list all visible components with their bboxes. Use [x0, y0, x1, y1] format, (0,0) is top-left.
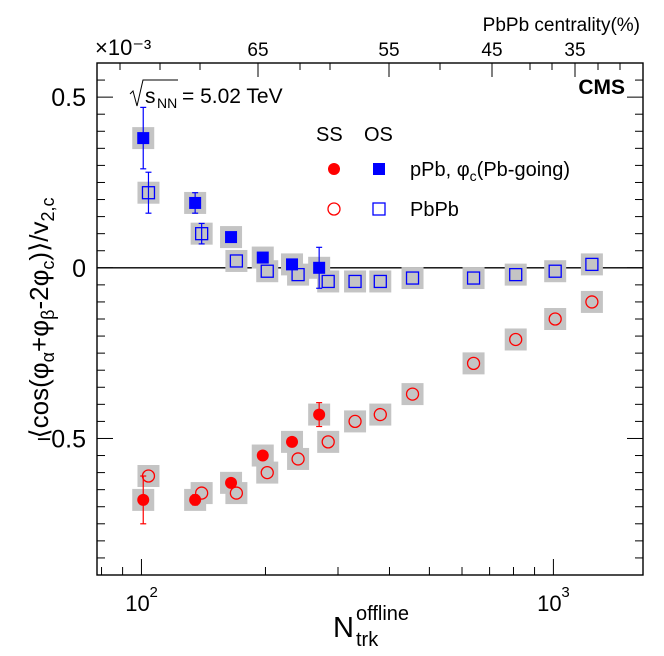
- systematic-box: [344, 410, 367, 433]
- systematic-box: [369, 403, 392, 426]
- energy-value: = 5.02 TeV: [182, 85, 283, 108]
- top-tick-label: 45: [481, 40, 502, 61]
- x-axis-title-main: N: [333, 612, 354, 644]
- data-point: [405, 271, 420, 285]
- data-point: [189, 493, 202, 506]
- data-point: [509, 267, 523, 282]
- data-point: [256, 449, 269, 462]
- systematic-box: [256, 461, 279, 484]
- data-point: [286, 435, 299, 448]
- systematic-box: [287, 447, 310, 470]
- y-tick-label: −0.5: [37, 425, 86, 453]
- sqrt-sign: [129, 79, 178, 107]
- data-point: [137, 132, 150, 145]
- data-point: [509, 332, 523, 347]
- systematic-box: [580, 253, 603, 276]
- systematic-box: [462, 267, 485, 290]
- data-point: [548, 312, 562, 326]
- systematic-box: [580, 290, 603, 313]
- data-point: [260, 465, 274, 480]
- systematic-box: [504, 263, 527, 286]
- systematic-box: [544, 260, 567, 283]
- top-tick-label: 65: [247, 40, 268, 61]
- x-axis-title-subscript: trk: [356, 629, 379, 651]
- data-point: [348, 274, 362, 289]
- data-point: [585, 257, 599, 272]
- legend: SS OS pPb, φc(Pb-going) PbPb: [316, 124, 570, 221]
- systematic-box: [369, 270, 392, 293]
- x-axis-title-superscript: offline: [356, 603, 409, 625]
- data-point: [313, 261, 326, 274]
- legend-marker-pbpb-os: [372, 202, 386, 216]
- data-point: [466, 271, 481, 285]
- data-point: [585, 295, 599, 309]
- top-tick-label: 35: [564, 40, 585, 61]
- data-point: [313, 408, 326, 421]
- legend-header-ss: SS: [316, 124, 343, 146]
- x-tick-label: 10: [125, 591, 149, 616]
- data-point: [256, 251, 269, 264]
- data-point: [321, 274, 335, 289]
- data-point: [137, 493, 150, 506]
- data-point: [291, 452, 305, 466]
- x-tick-label-exponent: 3: [561, 584, 569, 601]
- data-point: [548, 264, 562, 278]
- x-tick-label-exponent: 2: [149, 584, 157, 601]
- data-point: [321, 435, 335, 449]
- legend-marker-ppb-ss: [328, 163, 340, 175]
- systematic-box: [401, 383, 424, 406]
- data-point: [141, 469, 156, 483]
- top-axis-title: PbPb centrality(%): [483, 15, 640, 36]
- data-point: [291, 267, 305, 282]
- energy-label: s NN = 5.02 TeV: [129, 79, 283, 111]
- y-multiplier: ×10⁻³: [95, 35, 151, 60]
- legend-marker-ppb-os: [373, 163, 385, 175]
- energy-s: s: [145, 85, 156, 108]
- y-tick-label: 0.5: [51, 84, 86, 112]
- data-point: [141, 186, 156, 200]
- y-tick-label: 0: [72, 255, 86, 283]
- systematic-box: [317, 430, 340, 453]
- data-point: [189, 196, 202, 209]
- data-point: [466, 356, 481, 371]
- legend-label-ppb: pPb, φc(Pb-going): [410, 159, 570, 184]
- top-tick-label: 55: [378, 40, 399, 61]
- legend-marker-pbpb-ss: [327, 202, 341, 216]
- y-axis-title: ⟨cos(φα+φβ-2φc)⟩/v2,c: [24, 198, 58, 439]
- legend-label-pbpb: PbPb: [410, 199, 459, 221]
- data-point: [229, 486, 244, 500]
- data-point: [405, 387, 420, 401]
- data-point: [229, 254, 244, 268]
- systematic-box: [504, 328, 527, 351]
- data-point: [225, 476, 238, 489]
- legend-header-os: OS: [364, 124, 393, 146]
- experiment-label: CMS: [578, 76, 625, 99]
- systematic-box: [401, 267, 424, 290]
- data-point: [373, 274, 387, 289]
- systematic-box: [462, 352, 485, 375]
- systematic-box: [225, 249, 248, 272]
- data-point: [260, 264, 274, 278]
- x-tick-label: 10: [537, 591, 561, 616]
- data-point: [348, 414, 362, 429]
- systematic-box: [344, 270, 367, 293]
- data-point: [373, 407, 387, 422]
- data-point: [195, 486, 209, 500]
- data-point: [286, 258, 299, 271]
- data-point: [195, 227, 209, 241]
- energy-subscript: NN: [157, 95, 177, 111]
- systematic-box: [544, 308, 567, 330]
- data-point: [225, 231, 238, 244]
